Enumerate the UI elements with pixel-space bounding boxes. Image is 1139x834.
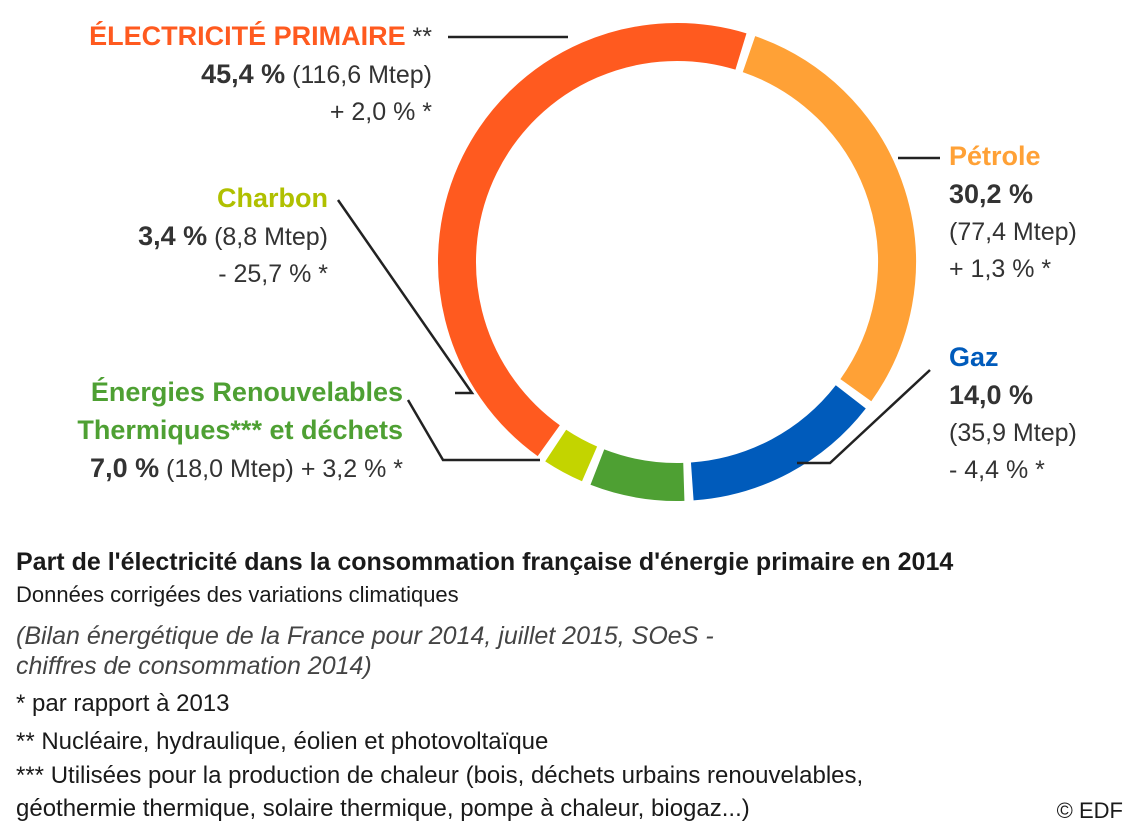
leader-renouvelables bbox=[406, 399, 540, 462]
leader-gaz bbox=[797, 369, 931, 465]
slice-renouvelables bbox=[590, 449, 685, 501]
footnote-1: * par rapport à 2013 bbox=[16, 690, 230, 717]
slice-petrole bbox=[742, 36, 916, 402]
source-line-2: chiffres de consommation 2014) bbox=[16, 652, 372, 680]
footnote-2: ** Nucléaire, hydraulique, éolien et pho… bbox=[16, 728, 549, 755]
slice-name: ÉLECTRICITÉ PRIMAIRE bbox=[89, 21, 406, 51]
copyright: © EDF bbox=[1056, 798, 1123, 823]
label-energies-renouvelables: Énergies Renouvelables Thermiques*** et … bbox=[77, 374, 403, 488]
slice-name: Charbon bbox=[217, 183, 328, 213]
footnote-4: géothermie thermique, solaire thermique,… bbox=[16, 795, 750, 822]
slice-change: + 2,0 % * bbox=[329, 98, 432, 126]
donut-chart bbox=[336, 23, 940, 501]
footnote-3: *** Utilisées pour la production de chal… bbox=[16, 762, 864, 789]
slice-change: + 3,2 % * bbox=[300, 455, 403, 483]
slice-percent: 3,4 % bbox=[138, 221, 208, 251]
slice-mtep: (116,6 Mtep) bbox=[292, 61, 432, 89]
leader-lines bbox=[336, 35, 940, 465]
slice-change: - 25,7 % * bbox=[218, 260, 328, 288]
slice-gaz bbox=[690, 384, 866, 501]
slice-mtep: (8,8 Mtep) bbox=[214, 223, 328, 251]
slice-change: + 1,3 % * bbox=[949, 255, 1052, 283]
label-charbon: Charbon 3,4 % (8,8 Mtep) - 25,7 % * bbox=[138, 180, 328, 293]
slice-name: Gaz bbox=[949, 342, 999, 372]
label-gaz: Gaz 14,0 % (35,9 Mtep) - 4,4 % * bbox=[949, 339, 1077, 489]
slice-name-line1: Énergies Renouvelables bbox=[90, 377, 403, 407]
slice-percent: 14,0 % bbox=[949, 380, 1034, 410]
chart-title: Part de l'électricité dans la consommati… bbox=[16, 548, 954, 576]
slice-electricite-primaire bbox=[438, 23, 747, 457]
slice-percent: 7,0 % bbox=[90, 453, 160, 483]
slice-percent: 30,2 % bbox=[949, 179, 1034, 209]
slice-name: Pétrole bbox=[949, 141, 1041, 171]
label-petrole: Pétrole 30,2 % (77,4 Mtep) + 1,3 % * bbox=[949, 138, 1077, 288]
label-electricite-primaire: ÉLECTRICITÉ PRIMAIRE ** 45,4 % (116,6 Mt… bbox=[89, 18, 432, 131]
slice-change: - 4,4 % * bbox=[949, 456, 1045, 484]
slice-percent: 45,4 % bbox=[201, 59, 286, 89]
slice-mtep: (35,9 Mtep) bbox=[949, 419, 1077, 447]
source-line-1: (Bilan énergétique de la France pour 201… bbox=[16, 622, 714, 650]
chart-subtitle: Données corrigées des variations climati… bbox=[16, 582, 459, 607]
leader-charbon bbox=[336, 199, 475, 395]
slice-name-line2: Thermiques*** et déchets bbox=[77, 415, 403, 445]
slice-mtep: (77,4 Mtep) bbox=[949, 218, 1077, 246]
slice-suffix: ** bbox=[405, 23, 432, 51]
slice-mtep: (18,0 Mtep) bbox=[166, 455, 294, 483]
donut-slices bbox=[438, 23, 916, 501]
slice-charbon bbox=[545, 429, 598, 482]
